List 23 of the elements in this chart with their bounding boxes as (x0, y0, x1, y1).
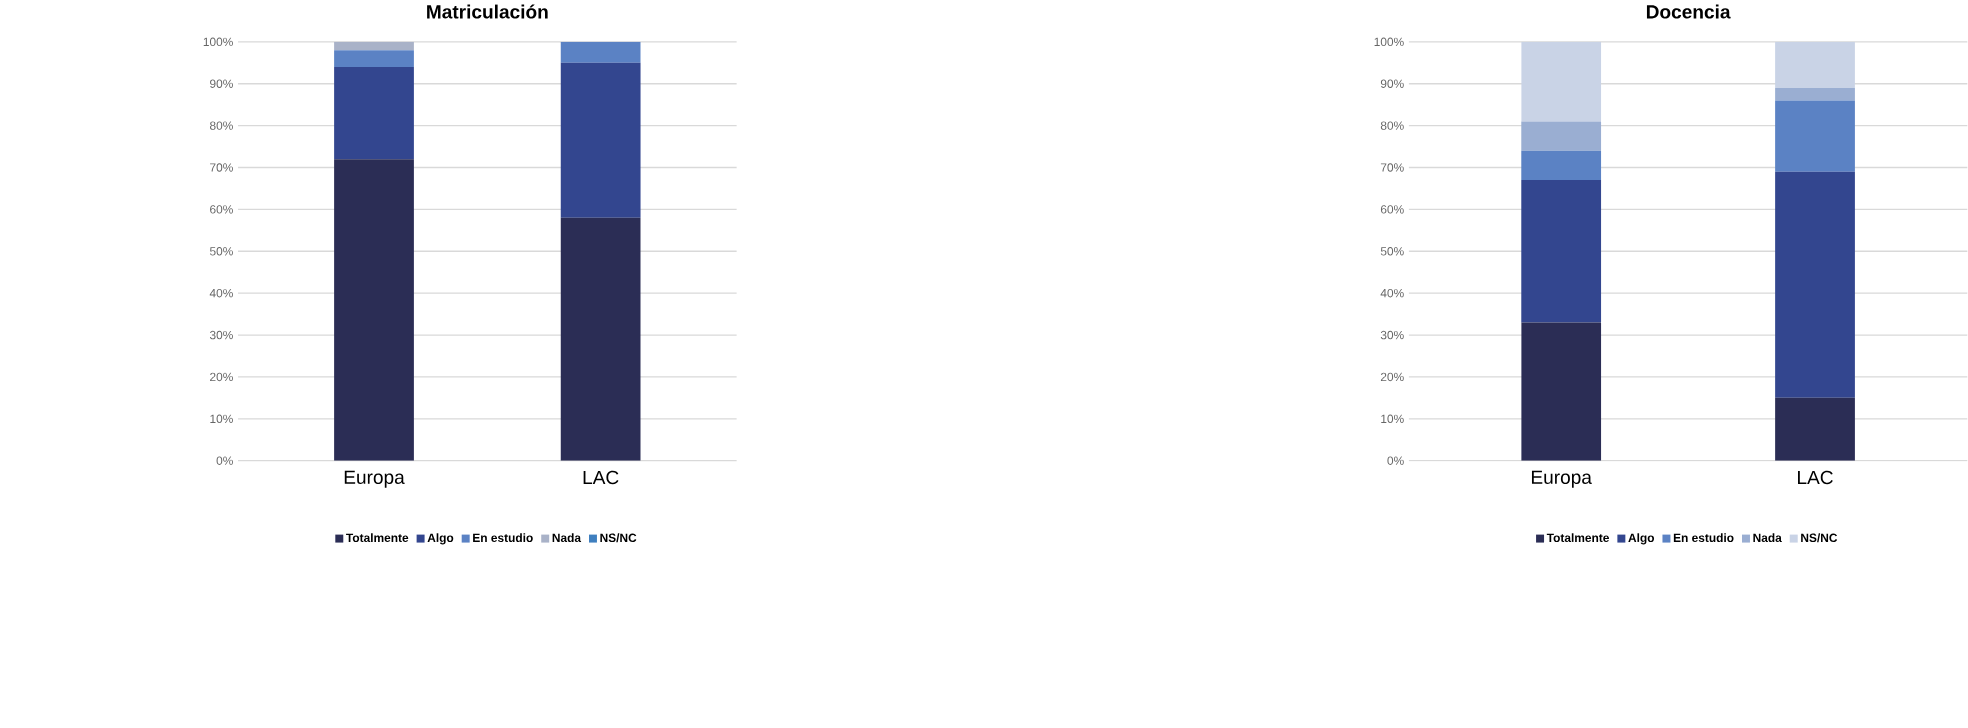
bar (334, 41, 414, 50)
bar (1775, 100, 1855, 172)
bar (1775, 87, 1855, 101)
bar (560, 217, 641, 461)
bar (334, 49, 414, 67)
chart-title: Docencia (1646, 4, 1731, 19)
chart-title: Matriculación (427, 4, 548, 19)
bar (560, 41, 641, 63)
bar (1521, 150, 1602, 180)
bar (1775, 171, 1855, 398)
x-tick-label: LAC (1798, 470, 1833, 484)
bar (1521, 322, 1602, 461)
bar (1775, 397, 1855, 461)
bar (334, 66, 414, 159)
bar (560, 62, 641, 218)
bar (1521, 41, 1602, 122)
x-tick-label: Europa (1531, 470, 1592, 488)
bar (1521, 179, 1602, 323)
x-tick-label: Europa (344, 470, 405, 488)
bar (1521, 121, 1602, 151)
bar (1775, 41, 1855, 88)
bar (334, 158, 414, 461)
x-tick-label: LAC (583, 470, 619, 484)
